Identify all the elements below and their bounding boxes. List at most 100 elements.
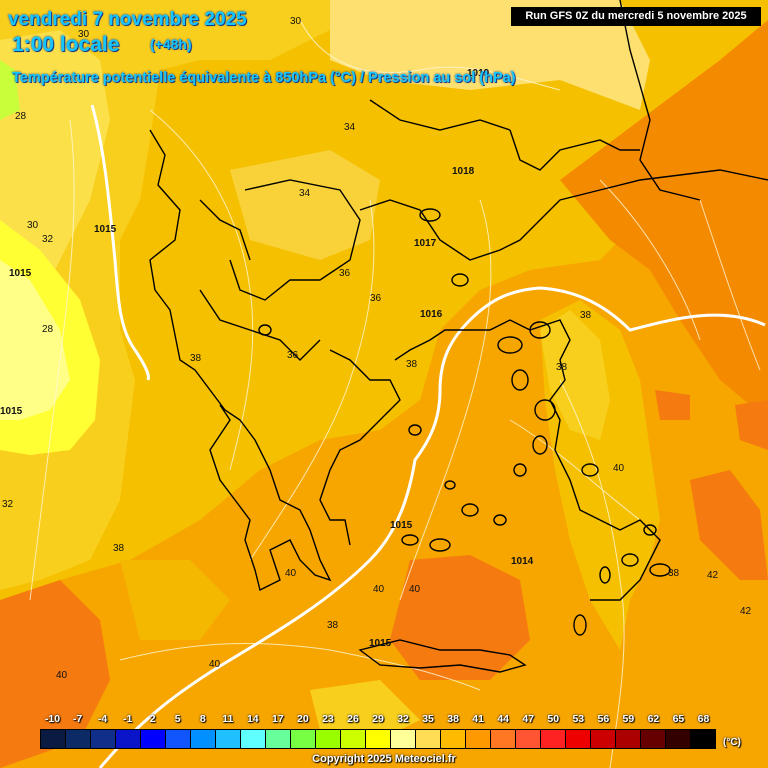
legend-unit: (°C): [723, 737, 741, 748]
isolines: [29, 19, 761, 768]
legend-swatch: [366, 730, 391, 748]
legend-swatch: [416, 730, 441, 748]
legend-swatch: [266, 730, 291, 748]
theta-label: 30: [27, 220, 39, 231]
legend-value: 8: [199, 713, 206, 725]
theta-label: 36: [370, 293, 382, 304]
legend-value: 44: [497, 713, 510, 725]
theta-label: 38: [668, 568, 680, 579]
theta-label: 38: [190, 353, 202, 364]
theta-label: 40: [613, 463, 625, 474]
legend-value: 2: [149, 713, 156, 725]
legend-value: 23: [322, 713, 334, 725]
pressure-label: 1015: [369, 638, 392, 649]
legend-swatch: [441, 730, 466, 748]
theta-label: 32: [2, 499, 14, 510]
theta-label: 30: [290, 16, 302, 27]
legend-value: 26: [347, 713, 359, 725]
theta-label: 32: [42, 234, 54, 245]
legend-swatch: [491, 730, 516, 748]
legend-swatch: [616, 730, 641, 748]
theta-label: 36: [339, 268, 351, 279]
legend-value: -1: [122, 713, 133, 725]
field-ionian: [120, 560, 230, 640]
theta-label: 28: [15, 111, 27, 122]
legend-swatch: [166, 730, 191, 748]
front-line-west: [90, 104, 150, 381]
legend-swatch: [541, 730, 566, 748]
pressure-label: 1017: [414, 238, 437, 249]
pressure-label: 1016: [420, 309, 443, 320]
theta-label: 40: [209, 659, 221, 670]
theta-label: 34: [344, 122, 356, 133]
legend-swatch: [66, 730, 91, 748]
field-south-light: [310, 680, 420, 740]
pressure-label: 1015: [9, 268, 32, 279]
legend-swatch: [216, 730, 241, 748]
theta-label: 40: [409, 584, 421, 595]
legend-value: -4: [97, 713, 108, 725]
forecast-date: vendredi 7 novembre 2025: [8, 9, 247, 30]
field-top-light: [330, 0, 650, 110]
theta-label: 38: [406, 359, 418, 370]
pressure-label: 1015: [0, 406, 23, 417]
legend-value: 41: [472, 713, 484, 725]
legend-value: 68: [697, 713, 710, 725]
legend-value: 38: [447, 713, 459, 725]
legend-swatch: [691, 730, 715, 748]
legend-swatch: [241, 730, 266, 748]
legend-swatch: [141, 730, 166, 748]
legend-swatch: [316, 730, 341, 748]
map-labels: 30 30 28 32 28 34 34 36 36 36 38 38 38 4…: [0, 16, 752, 681]
parameter-title: Température potentielle équivalente à 85…: [12, 70, 516, 86]
theta-label: 28: [42, 324, 54, 335]
theta-label: 30: [78, 29, 90, 40]
forecast-lead-time: (+48h): [150, 36, 192, 52]
legend-value: 50: [547, 713, 560, 725]
theta-label: 38: [113, 543, 125, 554]
legend-value: 56: [597, 713, 610, 725]
color-legend: [40, 729, 716, 749]
legend-value: -10: [44, 713, 61, 725]
run-info-box: Run GFS 0Z du mercredi 5 novembre 2025: [511, 7, 761, 26]
legend-value: -7: [72, 713, 83, 725]
legend-value: 11: [222, 713, 234, 725]
theta-label: 40: [285, 568, 297, 579]
legend-value: 29: [372, 713, 384, 725]
legend-value: 59: [622, 713, 635, 725]
legend-value: 65: [672, 713, 685, 725]
pressure-label: 1014: [511, 556, 534, 567]
field-deep-orange-patch2: [735, 400, 768, 450]
legend-swatch: [191, 730, 216, 748]
legend-value: 35: [422, 713, 434, 725]
theta-label: 42: [740, 606, 752, 617]
legend-swatch: [41, 730, 66, 748]
legend-value: 53: [572, 713, 585, 725]
legend-swatch: [591, 730, 616, 748]
legend-values: -10 -7 -4 -1 2 5 8 11 14 17 20 23 26 29 32 35 38 41 44 47 50…: [0, 713, 768, 727]
theta-label: 42: [707, 570, 719, 581]
coastlines: [149, 0, 768, 673]
pressure-label: 1018: [452, 166, 475, 177]
legend-value: 62: [647, 713, 660, 725]
field-deep-orange-crete: [390, 555, 530, 680]
legend-swatch: [391, 730, 416, 748]
legend-value: 47: [522, 713, 535, 725]
legend-value: 32: [397, 713, 409, 725]
theta-label: 38: [327, 620, 339, 631]
field-deep-orange-ne: [560, 20, 768, 420]
forecast-local-time: 1:00 locale: [12, 33, 120, 56]
pressure-label: 1015: [390, 520, 413, 531]
legend-swatch: [566, 730, 591, 748]
field-tongue-light: [540, 310, 610, 440]
theta-label: 40: [373, 584, 385, 595]
legend-value: 14: [246, 713, 259, 725]
field-paleyellow: [0, 260, 70, 420]
legend-swatch: [341, 730, 366, 748]
legend-swatch: [91, 730, 116, 748]
pressure-label: 1015: [94, 224, 117, 235]
front-line: [98, 286, 766, 768]
theta-label: 40: [56, 670, 68, 681]
legend-swatch: [516, 730, 541, 748]
